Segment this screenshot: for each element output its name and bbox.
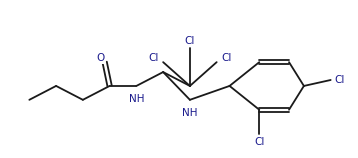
Text: NH: NH	[182, 108, 198, 118]
Text: Cl: Cl	[148, 53, 159, 63]
Text: Cl: Cl	[221, 53, 232, 63]
Text: Cl: Cl	[334, 75, 345, 85]
Text: NH: NH	[129, 94, 144, 104]
Text: Cl: Cl	[254, 137, 265, 147]
Text: O: O	[97, 53, 105, 63]
Text: Cl: Cl	[185, 36, 195, 46]
